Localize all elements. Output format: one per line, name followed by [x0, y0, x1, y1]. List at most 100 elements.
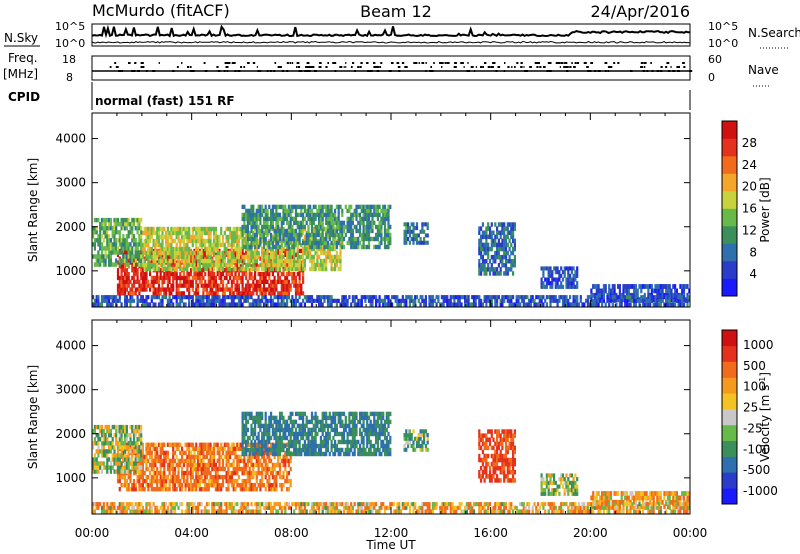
- power-cell: [154, 262, 157, 268]
- power-cell: [152, 291, 155, 296]
- power-cell: [325, 240, 328, 246]
- power-cell: [157, 275, 161, 281]
- power-cell: [303, 246, 306, 252]
- power-cell: [574, 270, 577, 275]
- power-cell: [143, 266, 146, 272]
- power-cell: [398, 298, 401, 303]
- power-cell: [643, 284, 646, 289]
- power-cell: [254, 275, 257, 281]
- velocity-cell: [236, 442, 239, 447]
- power-cell: [545, 302, 548, 307]
- power-cell: [376, 204, 379, 210]
- power-cell: [371, 295, 374, 300]
- velocity-cell: [213, 474, 216, 480]
- power-cell: [261, 250, 264, 256]
- velocity-cell: [161, 483, 164, 488]
- power-cell: [223, 230, 226, 236]
- power-cell: [245, 240, 248, 246]
- power-cell: [287, 295, 290, 300]
- power-cell: [172, 266, 175, 272]
- power-cell: [296, 283, 299, 288]
- velocity-cell: [159, 446, 162, 451]
- power-cell: [132, 262, 136, 267]
- power-cell: [294, 287, 298, 292]
- power-cell: [220, 279, 223, 284]
- power-cell: [191, 226, 194, 232]
- power-cell: [465, 295, 468, 300]
- power-cell: [221, 295, 225, 300]
- power-cell: [556, 270, 559, 275]
- velocity-cell: [186, 478, 189, 484]
- power-cell: [177, 283, 180, 288]
- power-cell: [115, 302, 118, 307]
- power-cell: [216, 287, 219, 292]
- power-cell: [159, 250, 162, 256]
- power-cell: [165, 246, 168, 252]
- power-cell: [173, 266, 177, 272]
- velocity-cell: [197, 474, 200, 480]
- power-cell: [188, 291, 191, 296]
- power-cell: [334, 266, 337, 272]
- power-cell: [259, 271, 262, 277]
- velocity-cell: [138, 487, 141, 492]
- power-cell: [184, 275, 187, 281]
- freq-mark: [576, 62, 579, 64]
- power-cell: [104, 230, 107, 235]
- velocity-cell: [246, 442, 249, 447]
- power-cell: [321, 262, 324, 268]
- power-cell: [205, 262, 209, 268]
- power-cell: [152, 250, 155, 256]
- power-cell: [245, 287, 248, 292]
- power-cell: [138, 217, 141, 223]
- velocity-cell: [143, 458, 146, 464]
- power-cell: [547, 273, 550, 278]
- power-cell: [99, 242, 102, 247]
- power-cell: [106, 295, 109, 300]
- power-cell: [147, 295, 150, 300]
- power-cell: [282, 287, 285, 292]
- power-cell: [262, 287, 266, 292]
- power-cell: [346, 208, 349, 214]
- power-cell: [127, 246, 130, 251]
- power-cell: [647, 298, 650, 303]
- power-cell: [168, 295, 171, 300]
- power-cell: [282, 279, 285, 284]
- power-cell: [597, 292, 600, 298]
- power-cell: [599, 298, 602, 303]
- power-cell: [675, 295, 678, 300]
- power-cell: [157, 234, 161, 240]
- freq-mark: [142, 62, 144, 64]
- power-cell: [145, 302, 148, 307]
- power-cell: [319, 216, 322, 222]
- power-cell: [359, 204, 362, 210]
- power-cell: [478, 271, 481, 276]
- power-cell: [286, 287, 289, 292]
- power-cell: [275, 250, 278, 256]
- freq-mark: [516, 62, 519, 64]
- power-cell: [305, 240, 308, 246]
- power-cell: [237, 254, 241, 260]
- power-cell: [328, 220, 331, 226]
- power-cell: [629, 284, 632, 289]
- power-cell: [250, 264, 253, 269]
- power-cell: [341, 236, 344, 242]
- power-cell: [480, 254, 483, 260]
- power-cell: [184, 258, 187, 264]
- velocity-cell: [173, 450, 177, 456]
- power-cell: [122, 248, 125, 254]
- velocity-cell: [149, 442, 152, 447]
- power-cell: [328, 216, 331, 222]
- power-cell: [405, 222, 408, 227]
- power-cell: [122, 238, 125, 243]
- power-cell: [191, 283, 194, 288]
- power-cell: [296, 298, 299, 303]
- power-cell: [328, 224, 331, 230]
- power-cell: [100, 234, 104, 239]
- power-cell: [255, 291, 258, 296]
- power-cell: [118, 222, 121, 227]
- power-cell: [328, 204, 331, 210]
- power-cell: [116, 217, 120, 223]
- power-cell: [159, 262, 162, 268]
- power-cell: [156, 238, 159, 244]
- power-cell: [245, 254, 248, 260]
